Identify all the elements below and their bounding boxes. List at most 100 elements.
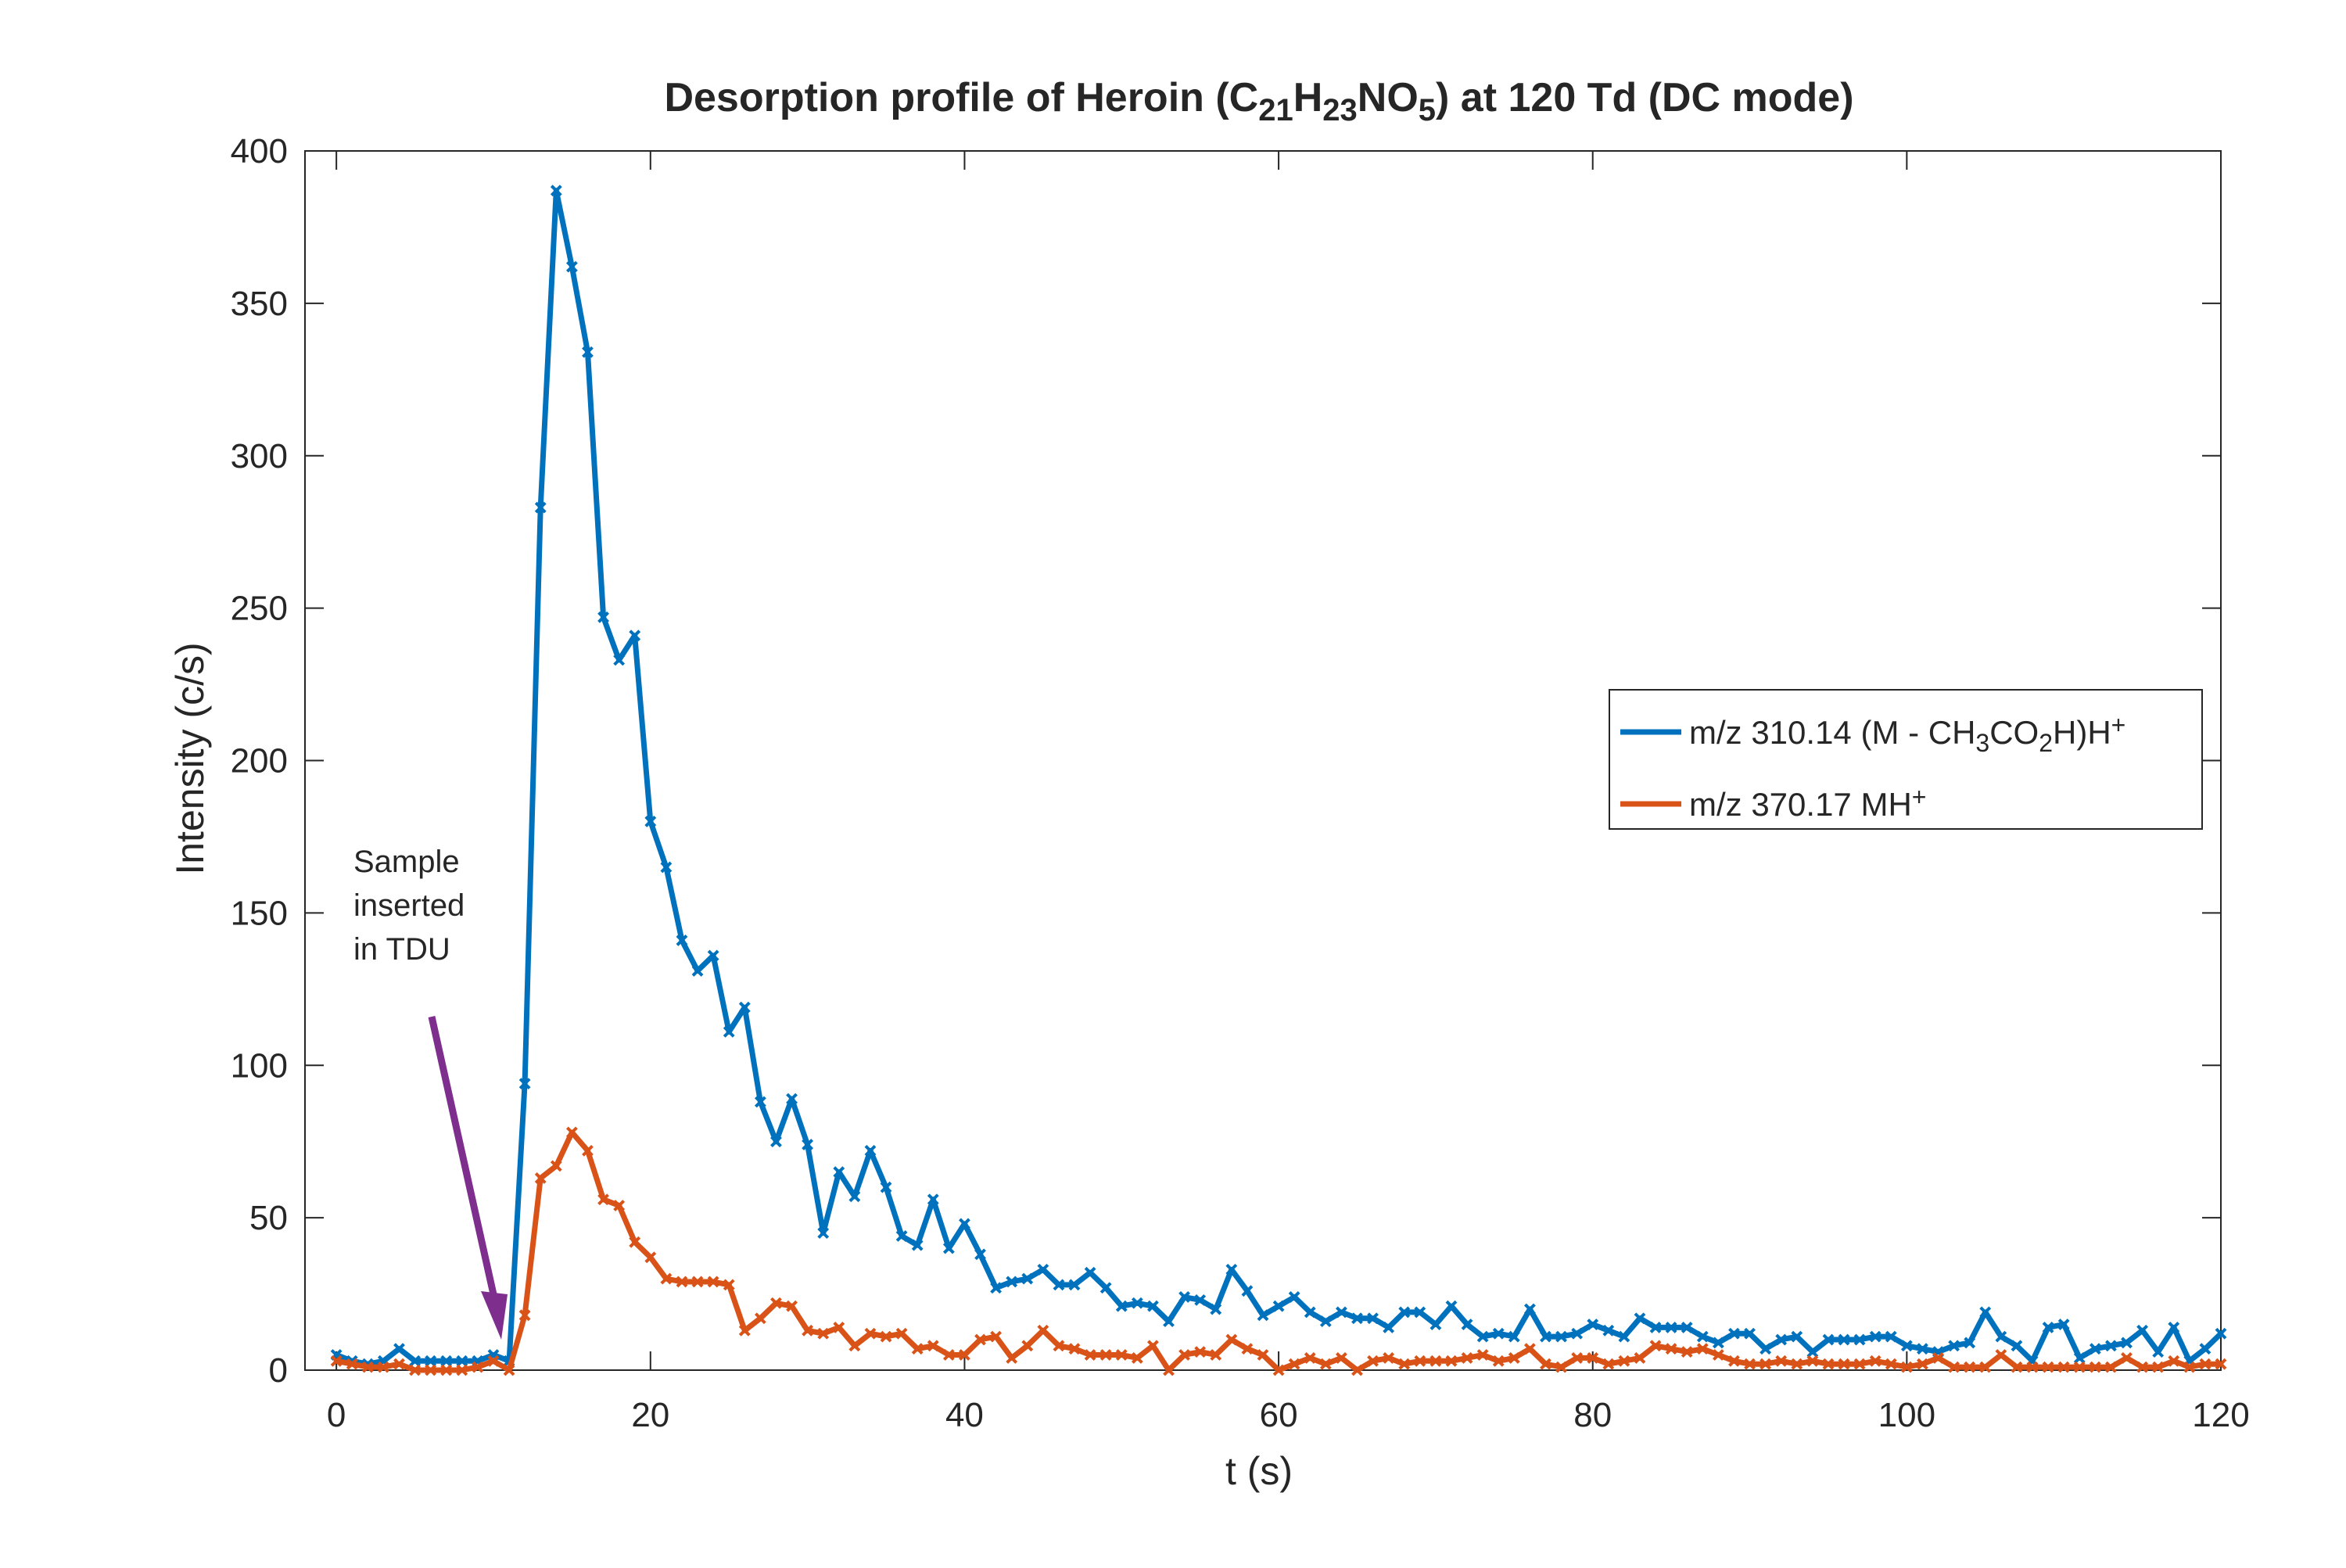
data-point-marker <box>1696 1330 1709 1343</box>
legend-label-part: H)H <box>2053 714 2111 751</box>
legend-label-1: m/z 310.14 (M - CH3CO2H)H+ <box>1689 711 2125 756</box>
data-point-marker <box>2168 1322 2180 1333</box>
data-point-marker <box>440 1364 453 1376</box>
data-point-marker <box>974 1248 986 1261</box>
data-point-marker <box>707 949 719 962</box>
data-point-marker <box>1917 1358 1928 1370</box>
title-text: NO <box>1358 75 1419 120</box>
data-point-marker <box>1618 1355 1630 1367</box>
annotation-text-line: in TDU <box>353 932 450 967</box>
data-point-marker <box>1319 1358 1332 1370</box>
data-point-marker <box>2215 1327 2227 1340</box>
data-point-marker <box>1869 1355 1881 1367</box>
title-subscript: 5 <box>1419 93 1436 127</box>
data-point-marker <box>1602 1358 1615 1370</box>
data-point-marker <box>330 1355 343 1367</box>
data-point-marker <box>1587 1351 1599 1364</box>
legend-label-part: + <box>2111 711 2126 739</box>
data-point-marker <box>1979 1306 1992 1319</box>
data-point-marker <box>393 1343 405 1355</box>
data-point-marker <box>1540 1330 1551 1343</box>
y-tick-label: 200 <box>231 742 288 780</box>
data-point-marker <box>1461 1351 1473 1364</box>
data-point-marker <box>1445 1355 1458 1367</box>
data-point-marker <box>1367 1312 1379 1325</box>
data-point-marker <box>1210 1303 1222 1315</box>
data-point-marker <box>2089 1361 2101 1373</box>
data-point-marker <box>1791 1330 1803 1343</box>
data-point-marker <box>1115 1300 1128 1312</box>
data-point-marker <box>1979 1361 1992 1373</box>
data-point-marker <box>786 1093 798 1105</box>
data-point-marker <box>1634 1351 1646 1364</box>
data-point-marker <box>1383 1322 1395 1333</box>
data-point-marker <box>2152 1346 2165 1358</box>
data-point-marker <box>518 1309 531 1322</box>
data-point-marker <box>1728 1355 1740 1367</box>
legend-label-part: m/z 370.17 MH <box>1689 786 1912 823</box>
data-point-marker <box>754 1312 766 1325</box>
data-point-marker <box>786 1300 798 1312</box>
data-point-marker <box>1665 1322 1677 1333</box>
data-point-marker <box>582 1144 594 1157</box>
data-point-marker <box>1508 1351 1520 1364</box>
data-point-marker <box>1084 1349 1096 1361</box>
data-point-marker <box>550 185 562 197</box>
data-point-marker <box>2168 1355 2180 1367</box>
data-point-marker <box>1178 1349 1191 1361</box>
title-subscript: 23 <box>1322 93 1358 127</box>
x-tick-label: 60 <box>1260 1396 1298 1434</box>
data-point-marker <box>425 1355 437 1367</box>
y-tick-label: 250 <box>231 590 288 628</box>
data-point-marker <box>959 1349 970 1361</box>
data-point-marker <box>1398 1306 1411 1319</box>
data-point-marker <box>518 1078 531 1090</box>
data-point-marker <box>1523 1343 1536 1355</box>
data-point-marker <box>613 654 626 666</box>
data-point-marker <box>2089 1343 2101 1355</box>
data-point-marker <box>1744 1358 1756 1370</box>
data-point-marker <box>1006 1351 1018 1364</box>
data-point-marker <box>723 1279 735 1291</box>
data-point-marker <box>1351 1312 1363 1325</box>
data-point-marker <box>1225 1263 1238 1276</box>
data-point-marker <box>2105 1361 2117 1373</box>
data-point-marker <box>2011 1340 2023 1352</box>
data-point-marker <box>1540 1358 1551 1370</box>
data-point-marker <box>1555 1361 1567 1373</box>
legend-label-part: + <box>1912 783 1927 811</box>
data-point-marker <box>1775 1333 1788 1346</box>
data-point-marker <box>1053 1279 1065 1291</box>
data-point-marker <box>2199 1358 2211 1370</box>
data-point-marker <box>1288 1358 1300 1370</box>
data-point-marker <box>597 611 609 623</box>
data-point-marker <box>911 1343 924 1355</box>
y-tick-label: 400 <box>231 132 288 170</box>
data-point-marker <box>1806 1355 1819 1367</box>
title-text: Desorption profile of Heroin (C <box>664 75 1258 120</box>
data-point-marker <box>833 1322 845 1333</box>
data-point-marker <box>409 1364 421 1376</box>
data-point-marker <box>1383 1351 1395 1364</box>
data-point-marker <box>833 1166 845 1179</box>
data-point-marker <box>1900 1340 1913 1352</box>
data-point-marker <box>1775 1355 1788 1367</box>
data-point-marker <box>723 1025 735 1038</box>
data-point-marker <box>377 1361 389 1373</box>
x-tick-label: 20 <box>631 1396 669 1434</box>
data-point-marker <box>1523 1303 1536 1315</box>
data-point-marker <box>1602 1324 1615 1337</box>
data-point-marker <box>565 1126 578 1139</box>
data-point-marker <box>895 1327 908 1340</box>
data-point-marker <box>1712 1337 1724 1349</box>
data-point-marker <box>1178 1291 1191 1303</box>
data-point-marker <box>1869 1330 1881 1343</box>
data-point-marker <box>1712 1349 1724 1361</box>
data-point-marker <box>927 1340 939 1352</box>
data-point-marker <box>1084 1266 1096 1279</box>
data-point-marker <box>2042 1322 2054 1333</box>
data-point-marker <box>1948 1361 1960 1373</box>
data-point-marker <box>707 1276 719 1288</box>
data-point-marker <box>1445 1300 1458 1312</box>
data-point-marker <box>1319 1315 1332 1328</box>
